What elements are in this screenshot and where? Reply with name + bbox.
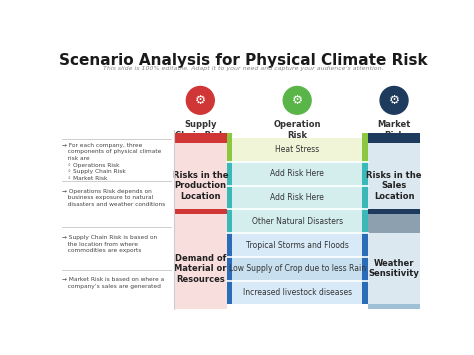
Text: Increased livestock diseases: Increased livestock diseases bbox=[243, 288, 352, 297]
Bar bbox=[227, 281, 368, 304]
Text: Other Natural Disasters: Other Natural Disasters bbox=[252, 217, 343, 226]
Bar bbox=[227, 209, 232, 233]
Text: Risks in the
Production
Location: Risks in the Production Location bbox=[173, 171, 228, 201]
Bar bbox=[368, 304, 420, 309]
Text: Supply
Chain Risk: Supply Chain Risk bbox=[175, 120, 225, 140]
Bar bbox=[362, 257, 368, 281]
Bar bbox=[368, 209, 420, 214]
Text: This slide is 100% editable. Adapt it to your need and capture your audience’s a: This slide is 100% editable. Adapt it to… bbox=[102, 66, 383, 71]
Text: ⚙: ⚙ bbox=[388, 94, 400, 107]
Bar bbox=[362, 281, 368, 304]
Text: → Market Risk is based on where a
   company’s sales are generated: → Market Risk is based on where a compan… bbox=[63, 278, 164, 289]
Bar bbox=[362, 162, 368, 186]
Text: Risks in the
Sales
Location: Risks in the Sales Location bbox=[366, 171, 422, 201]
Bar bbox=[362, 138, 368, 162]
Bar bbox=[227, 138, 232, 162]
Bar bbox=[227, 257, 232, 281]
Bar bbox=[362, 133, 368, 138]
Text: Add Risk Here: Add Risk Here bbox=[270, 193, 324, 202]
Text: Operation
Risk: Operation Risk bbox=[273, 120, 321, 140]
Text: Market
Risk: Market Risk bbox=[377, 120, 411, 140]
Text: Add Risk Here: Add Risk Here bbox=[270, 169, 324, 178]
Bar bbox=[368, 214, 420, 233]
Bar bbox=[174, 138, 227, 233]
Bar bbox=[362, 233, 368, 257]
Text: Low Supply of Crop due to less Rain: Low Supply of Crop due to less Rain bbox=[228, 264, 366, 273]
Bar bbox=[362, 186, 368, 209]
Text: ⚙: ⚙ bbox=[195, 94, 206, 107]
Circle shape bbox=[186, 87, 214, 114]
Bar bbox=[227, 138, 368, 162]
Text: Heat Stress: Heat Stress bbox=[275, 146, 319, 154]
Bar bbox=[227, 209, 368, 233]
Bar bbox=[174, 209, 227, 214]
Bar bbox=[227, 186, 368, 209]
Bar bbox=[227, 257, 368, 281]
Circle shape bbox=[283, 87, 311, 114]
Text: → Supply Chain Risk is based on
   the location from where
   commodities are ex: → Supply Chain Risk is based on the loca… bbox=[63, 235, 157, 253]
Bar bbox=[362, 209, 368, 233]
Bar bbox=[368, 233, 420, 304]
Text: → For each company, three
   components of physical climate
   risk are
   ◦ Ope: → For each company, three components of … bbox=[63, 143, 162, 181]
Bar bbox=[174, 133, 227, 138]
Bar bbox=[174, 138, 227, 143]
Bar bbox=[368, 138, 420, 233]
Bar bbox=[227, 162, 232, 186]
Text: Tropical Storms and Floods: Tropical Storms and Floods bbox=[246, 240, 348, 250]
Bar bbox=[368, 133, 420, 138]
Circle shape bbox=[380, 87, 408, 114]
Text: Scenario Analysis for Physical Climate Risk: Scenario Analysis for Physical Climate R… bbox=[59, 53, 427, 69]
Text: → Operations Risk depends on
   business exposure to natural
   disasters and we: → Operations Risk depends on business ex… bbox=[63, 189, 165, 207]
Bar bbox=[174, 304, 227, 309]
Text: Demand of
Material or
Resources: Demand of Material or Resources bbox=[174, 254, 227, 284]
Text: ⚙: ⚙ bbox=[292, 94, 303, 107]
Bar bbox=[227, 233, 368, 257]
Bar bbox=[227, 233, 232, 257]
Bar bbox=[174, 233, 227, 304]
Bar bbox=[227, 133, 232, 138]
Text: Weather
Sensitivity: Weather Sensitivity bbox=[369, 259, 419, 278]
Bar bbox=[174, 214, 227, 233]
Bar bbox=[368, 138, 420, 143]
Bar bbox=[227, 162, 368, 186]
Bar bbox=[227, 281, 232, 304]
Bar bbox=[227, 186, 232, 209]
